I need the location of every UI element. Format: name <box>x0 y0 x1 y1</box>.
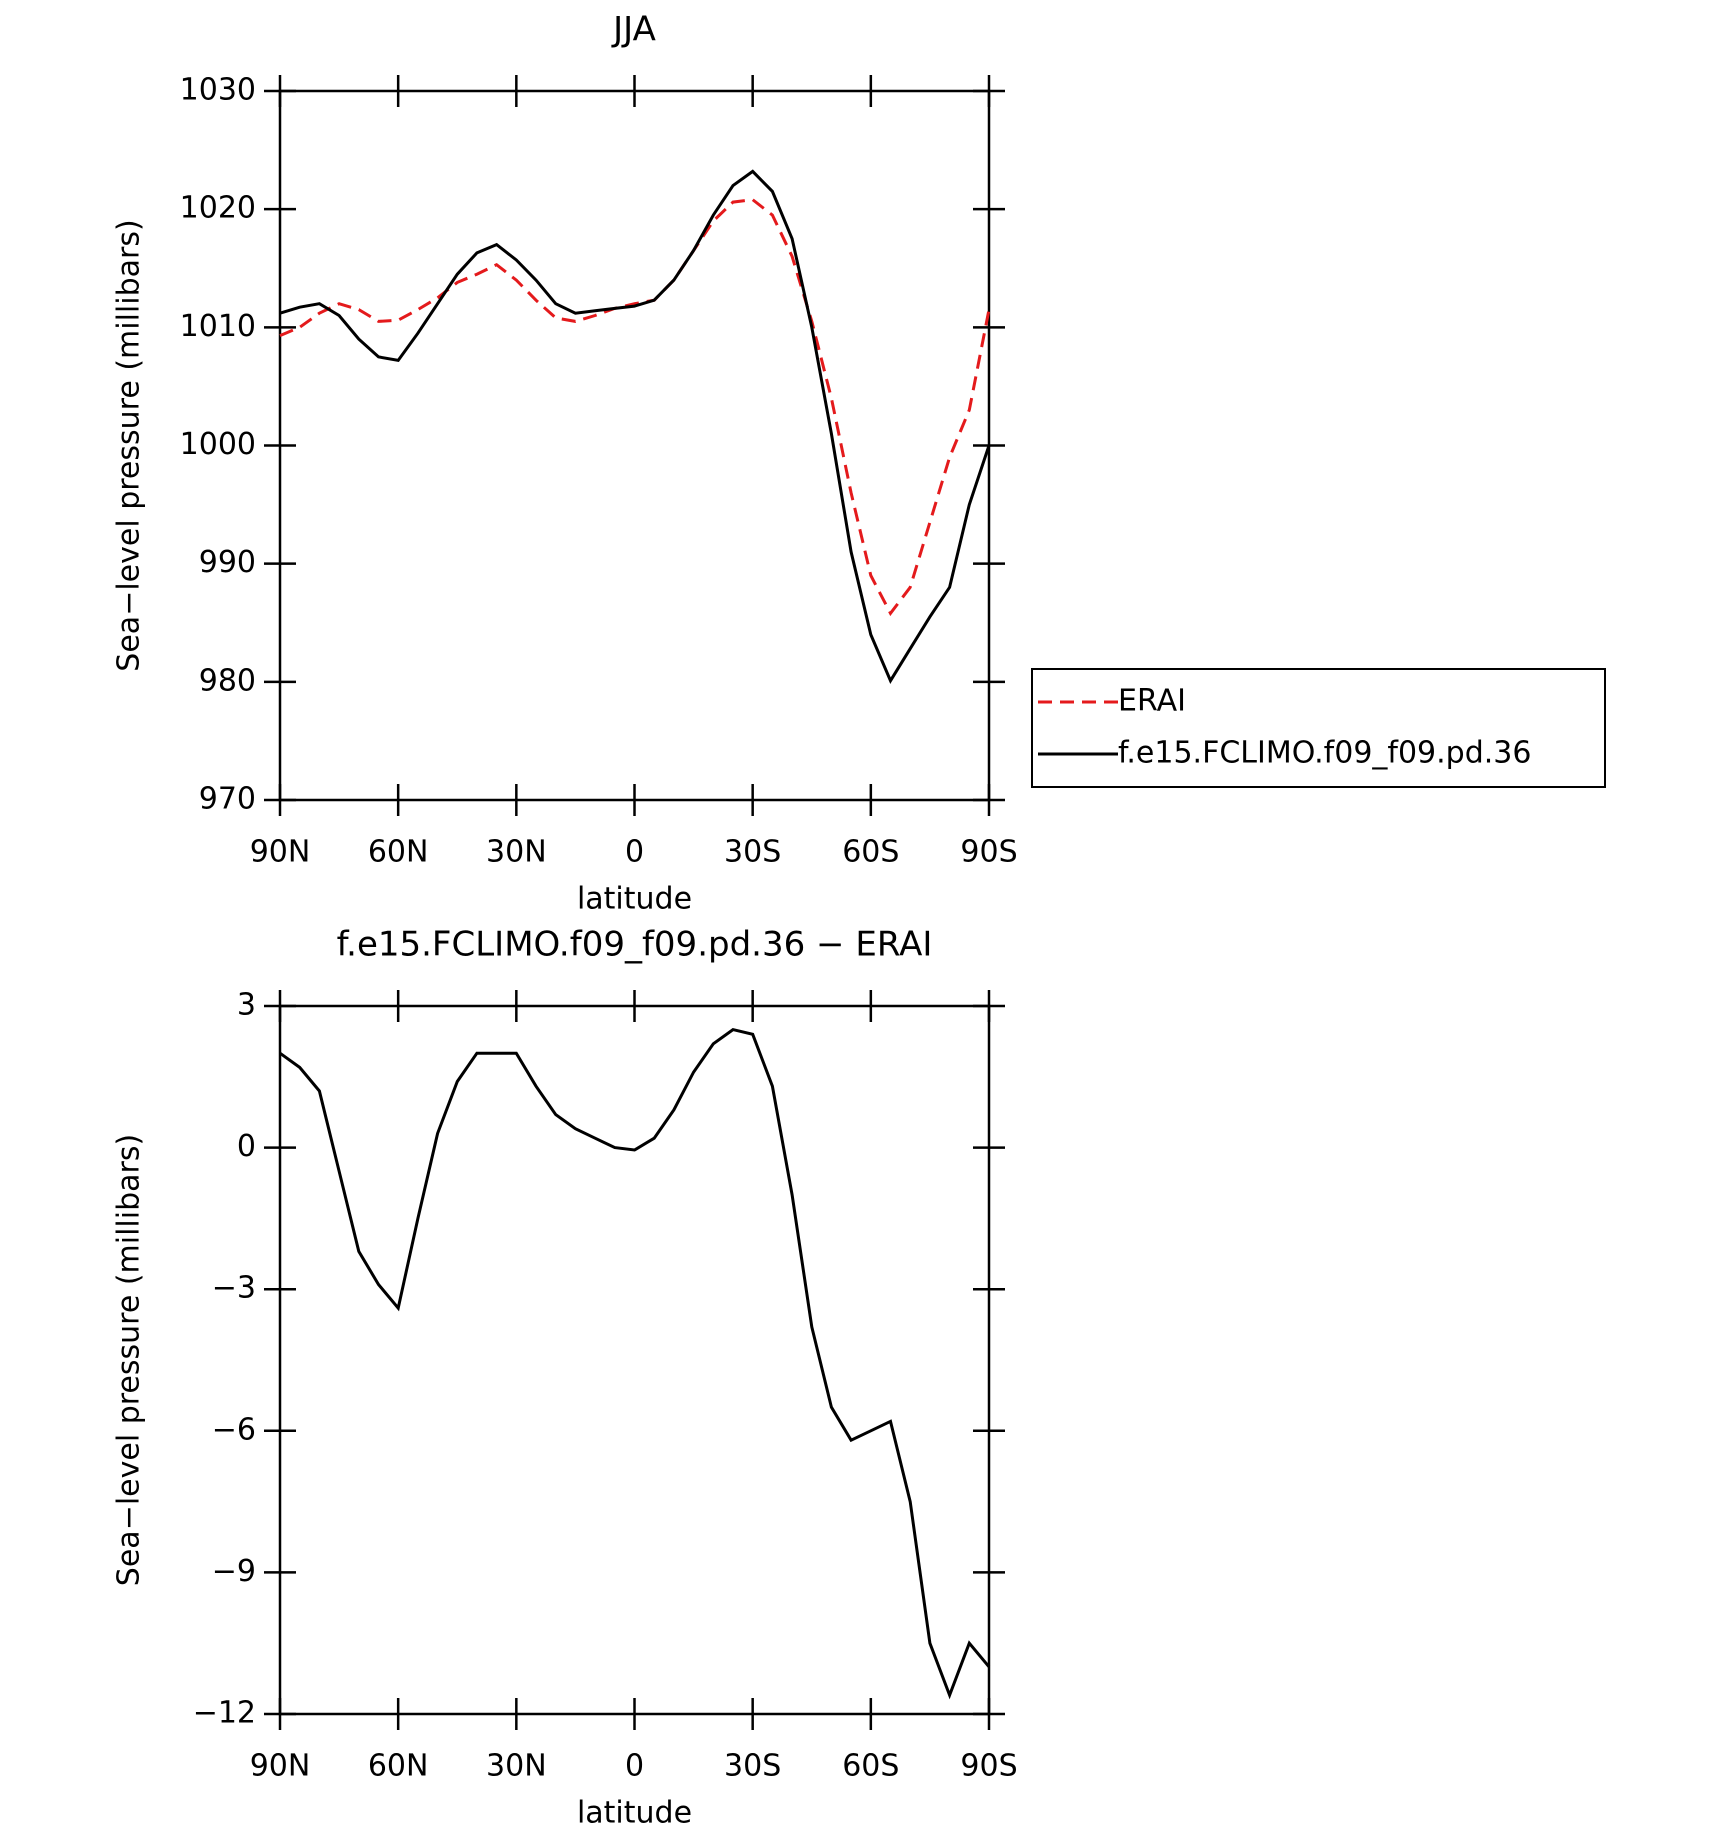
x-tick-label: 0 <box>625 1749 644 1784</box>
x-axis-label: latitude <box>577 882 692 917</box>
y-tick-label: 1020 <box>180 191 256 226</box>
plot-frame <box>278 1004 991 1716</box>
y-tick-label: 970 <box>199 782 256 817</box>
y-tick-label: 1000 <box>180 427 256 462</box>
data-line <box>279 1027 991 1700</box>
data-line <box>279 198 991 617</box>
chart-title: JJA <box>611 10 656 50</box>
x-tick-label: 90N <box>250 1749 311 1784</box>
x-tick-label: 60S <box>842 1749 899 1784</box>
plot-frame <box>278 89 991 802</box>
y-tick-label: −9 <box>212 1554 256 1589</box>
y-tick-label: −6 <box>212 1412 256 1447</box>
x-tick-label: 0 <box>625 835 644 870</box>
legend-box <box>1031 668 1606 788</box>
y-tick-label: 990 <box>199 545 256 580</box>
legend-label: ERAI <box>1118 684 1186 719</box>
x-tick-label: 90S <box>960 835 1017 870</box>
x-tick-label: 90N <box>250 835 311 870</box>
x-axis-label: latitude <box>577 1796 692 1831</box>
y-axis-label: Sea−level pressure (millibars) <box>112 1134 147 1586</box>
y-tick-label: 980 <box>199 663 256 698</box>
x-tick-label: 60S <box>842 835 899 870</box>
x-tick-label: 30S <box>724 835 781 870</box>
x-tick-label: 30N <box>486 1749 547 1784</box>
x-tick-label: 60N <box>368 1749 429 1784</box>
y-tick-label: 3 <box>237 988 256 1023</box>
x-tick-label: 60N <box>368 835 429 870</box>
y-tick-label: 1030 <box>180 73 256 108</box>
x-tick-label: 90S <box>960 1749 1017 1784</box>
legend-label: f.e15.FCLIMO.f09_f09.pd.36 <box>1118 736 1531 771</box>
data-line <box>279 169 991 684</box>
y-tick-label: −3 <box>212 1271 256 1306</box>
y-tick-label: 0 <box>237 1129 256 1164</box>
y-tick-label: 1010 <box>180 309 256 344</box>
x-tick-label: 30N <box>486 835 547 870</box>
chart-title: f.e15.FCLIMO.f09_f09.pd.36 − ERAI <box>337 925 933 965</box>
y-axis-label: Sea−level pressure (millibars) <box>112 219 147 671</box>
x-tick-label: 30S <box>724 1749 781 1784</box>
y-tick-label: −12 <box>193 1696 256 1731</box>
